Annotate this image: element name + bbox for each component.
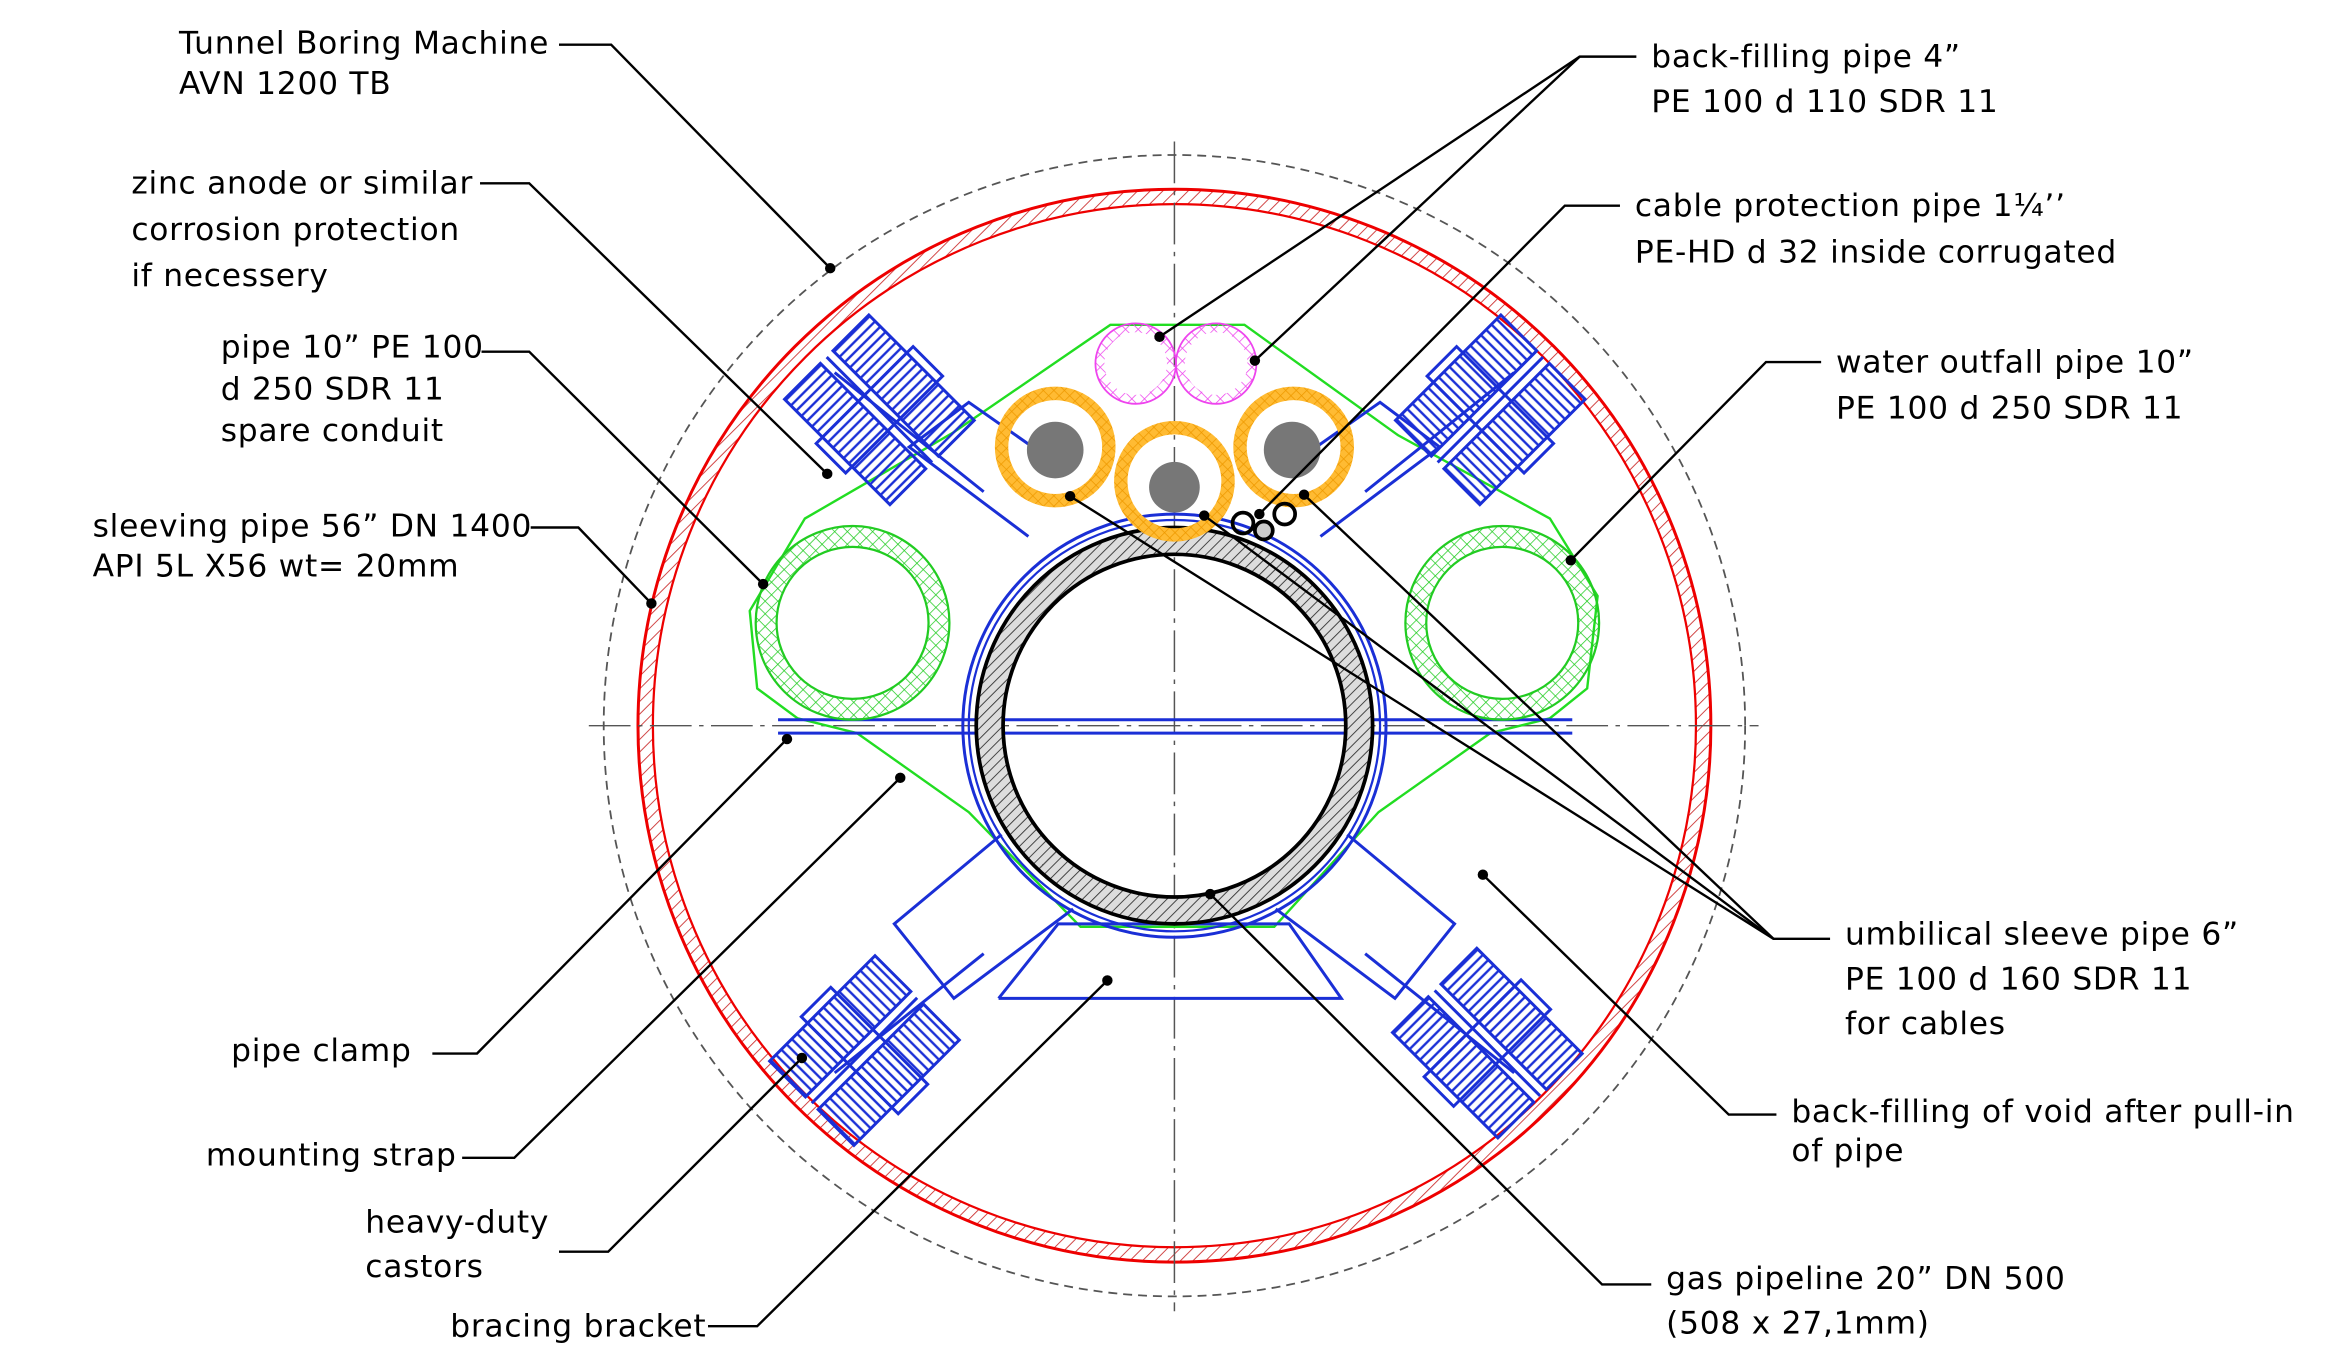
label-text: zinc anode or similar <box>131 166 473 202</box>
labels: Tunnel Boring Machine AVN 1200 TB zinc ano… <box>93 26 2295 1345</box>
label-text: API 5L X56 wt= 20mm <box>93 549 460 585</box>
label-text: water outfall pipe 10” <box>1836 345 2194 381</box>
label-text: for cables <box>1845 1006 2006 1042</box>
label-text: spare conduit <box>221 413 444 449</box>
label-text: corrosion protection <box>131 212 460 248</box>
label-text: castors <box>365 1249 483 1285</box>
label-text: (508 x 27,1mm) <box>1666 1306 1930 1342</box>
label-text: Tunnel Boring Machine <box>178 26 549 62</box>
label-text: cable protection pipe 1¼’’ <box>1635 188 2066 224</box>
backfill-pipes <box>1095 323 1256 403</box>
label-text: pipe clamp <box>231 1033 411 1069</box>
label-text: mounting strap <box>206 1137 457 1173</box>
label-text: AVN 1200 TB <box>179 66 391 102</box>
label-text: PE 100 d 110 SDR 11 <box>1651 84 1998 120</box>
label-text: bracing bracket <box>450 1309 706 1345</box>
diagram: Tunnel Boring Machine AVN 1200 TB zinc ano… <box>0 0 2325 1356</box>
label-text: PE 100 d 250 SDR 11 <box>1836 391 2183 427</box>
label-text: pipe 10” PE 100 <box>221 330 484 366</box>
label-text: gas pipeline 20” DN 500 <box>1666 1261 2066 1297</box>
label-text: sleeving pipe 56” DN 1400 <box>93 508 533 544</box>
label-text: back-filling of void after pull-in <box>1791 1094 2294 1130</box>
label-text: PE 100 d 160 SDR 11 <box>1845 961 2192 997</box>
label-text: d 250 SDR 11 <box>221 371 445 407</box>
castor <box>1389 309 1591 511</box>
castor <box>763 949 965 1151</box>
label-text: umbilical sleeve pipe 6” <box>1845 917 2239 953</box>
label-text: heavy-duty <box>365 1204 549 1240</box>
label-text: if necessery <box>131 258 328 294</box>
page: {"labels": [ {"lines": ["Tunnel Boring M… <box>0 0 2325 1356</box>
label-text: PE-HD d 32 inside corrugated <box>1635 234 2117 270</box>
label-text: back-filling pipe 4” <box>1651 39 1961 75</box>
label-text: of pipe <box>1791 1133 1904 1169</box>
